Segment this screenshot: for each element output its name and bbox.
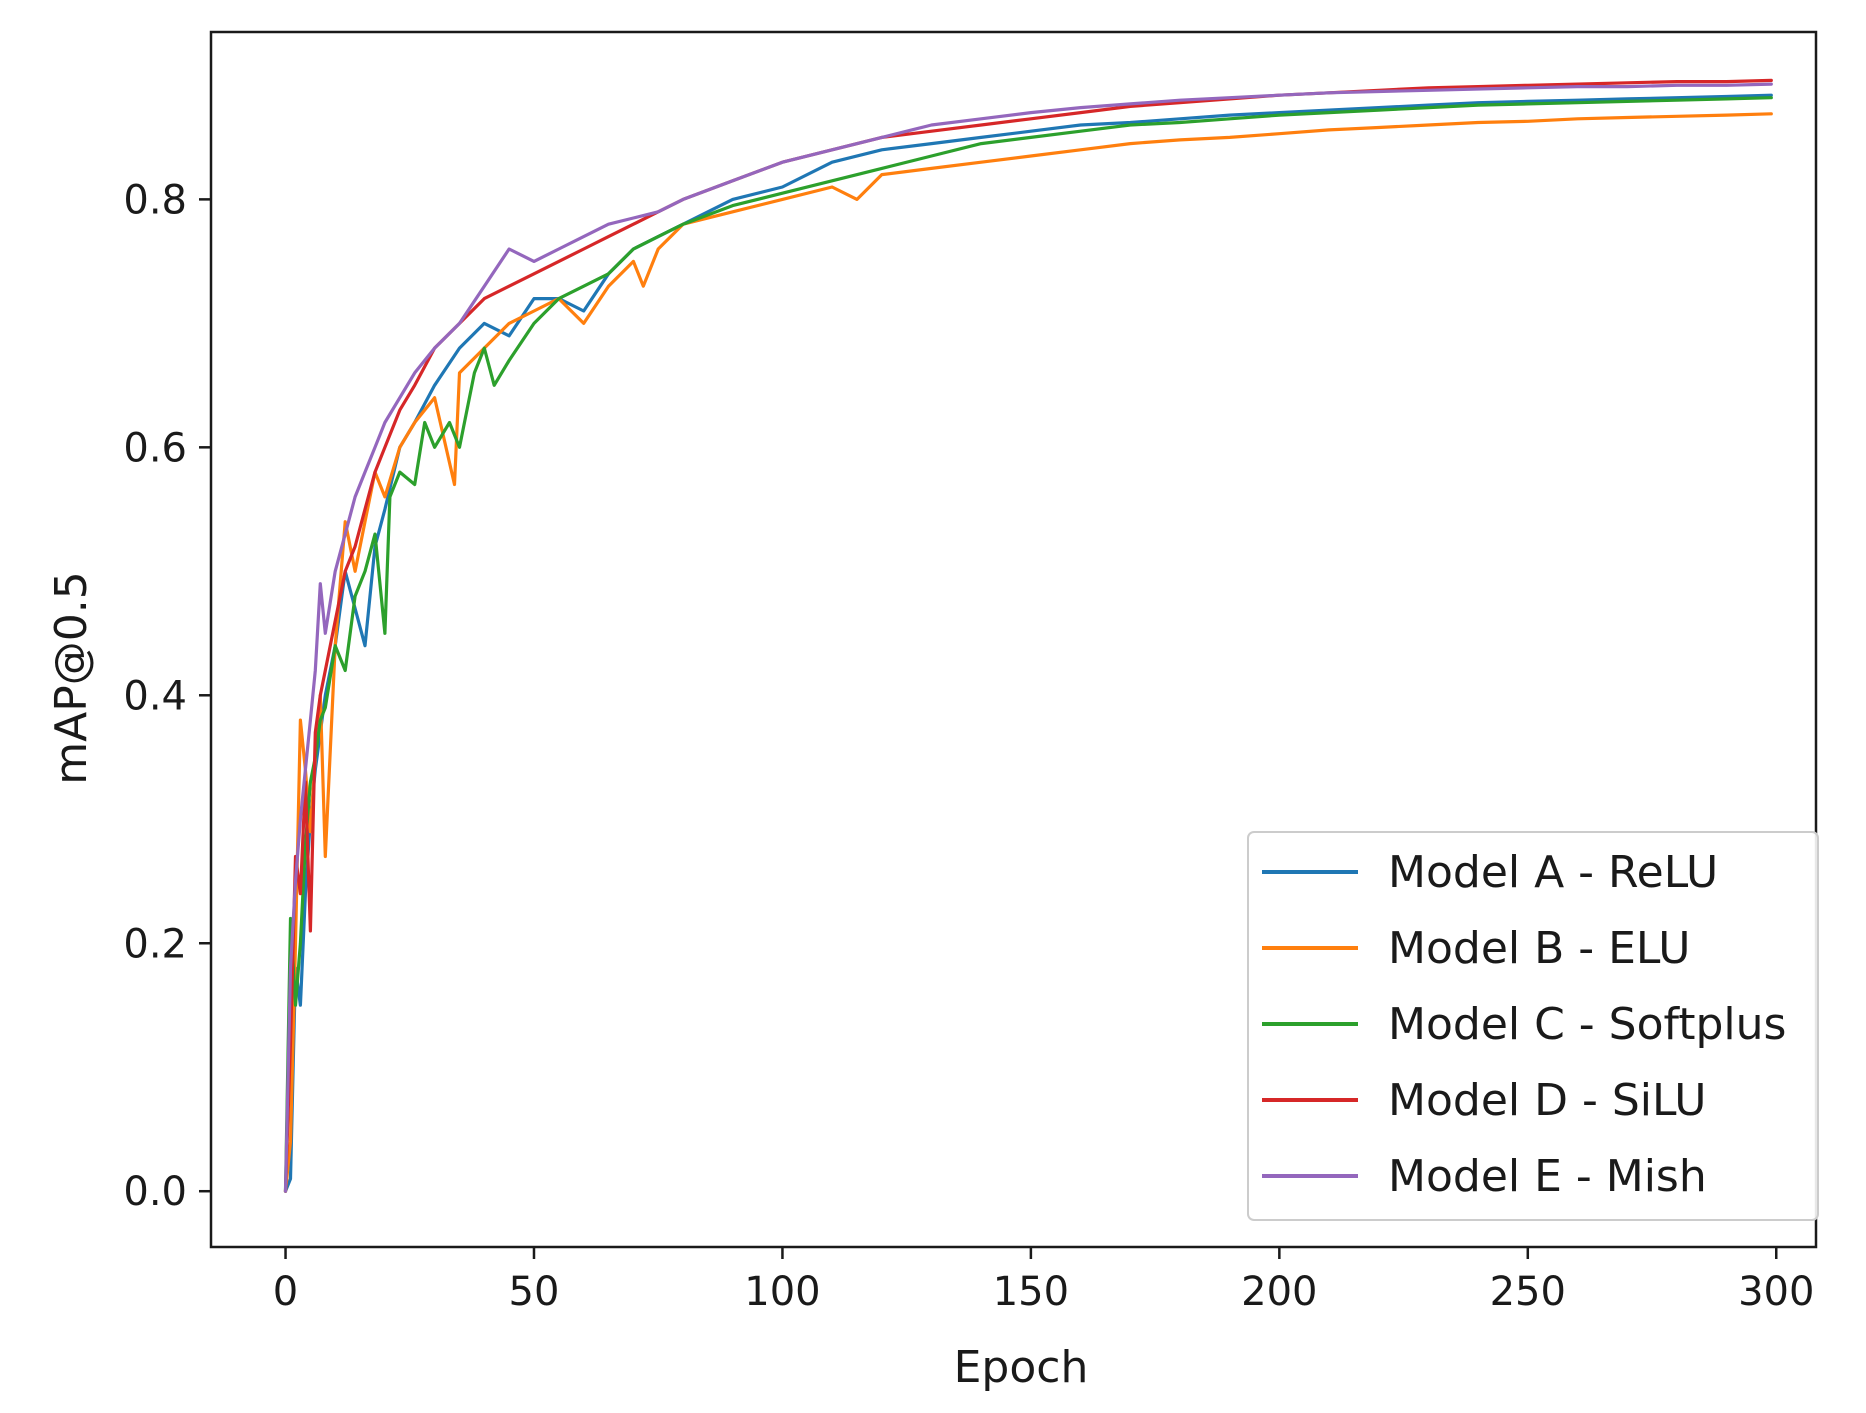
y-axis: 0.0 0.2 0.4 0.6 0.8 (123, 177, 211, 1215)
legend-label: Model A - ReLU (1388, 847, 1718, 898)
series-layer (283, 78, 1773, 1193)
plot-frame (209, 30, 1818, 1249)
y-tick-label: 0.8 (123, 177, 187, 223)
y-axis-label: mAP@0.5 (46, 571, 97, 784)
y-tick-label: 0.6 (123, 425, 187, 471)
legend-label: Model C - Softplus (1388, 999, 1786, 1050)
legend: Model A - ReLU Model B - ELU Model C - Sof… (1247, 831, 1819, 1221)
y-tick-label: 0.2 (123, 921, 187, 967)
series-line-2 (283, 112, 1773, 1193)
x-tick-label: 150 (993, 1269, 1069, 1315)
x-axis-label: Epoch (954, 1342, 1089, 1393)
x-tick-label: 0 (273, 1269, 298, 1315)
series-line-3 (283, 96, 1773, 1193)
y-tick-label: 0.0 (123, 1169, 187, 1215)
x-tick-label: 50 (509, 1269, 560, 1315)
legend-label: Model B - ELU (1388, 923, 1690, 974)
y-tick-label: 0.4 (123, 673, 187, 719)
legend-label: Model D - SiLU (1388, 1075, 1707, 1126)
x-tick-label: 300 (1738, 1269, 1814, 1315)
x-axis: 0 50 100 150 200 250 300 (273, 1247, 1814, 1315)
legend-label: Model E - Mish (1388, 1151, 1707, 1202)
x-tick-label: 200 (1241, 1269, 1317, 1315)
series-line-5 (283, 82, 1773, 1193)
legend-frame (1247, 831, 1819, 1221)
x-tick-label: 100 (744, 1269, 820, 1315)
x-tick-label: 250 (1490, 1269, 1566, 1315)
